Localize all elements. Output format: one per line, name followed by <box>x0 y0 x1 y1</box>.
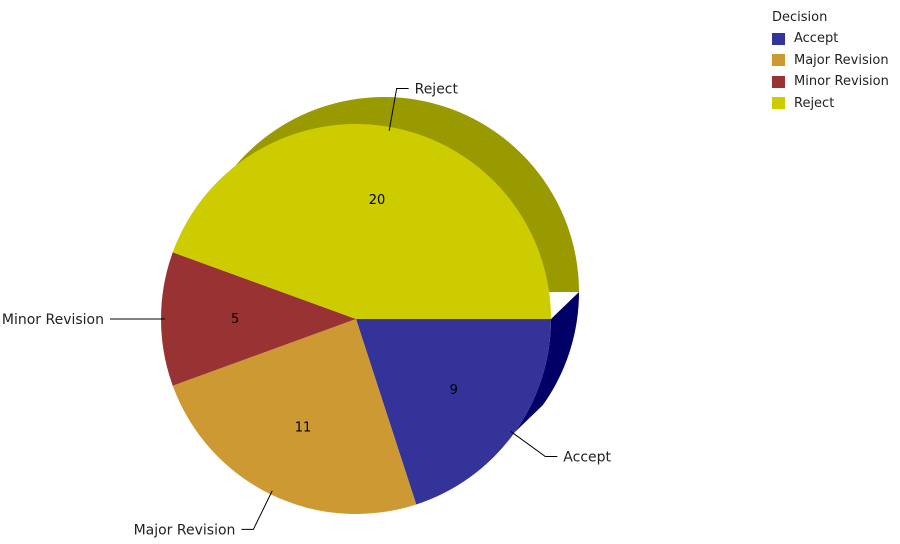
category-label-accept: Accept <box>563 450 611 466</box>
category-label-major-revision: Major Revision <box>134 522 236 538</box>
data-label-minor-revision: 5 <box>231 312 239 327</box>
legend-item-reject[interactable]: Reject <box>772 93 889 115</box>
category-label-minor-revision: Minor Revision <box>2 312 104 328</box>
slice-minor-revision <box>161 252 356 386</box>
category-label-reject: Reject <box>415 82 459 98</box>
legend-swatch-major-revision <box>772 54 785 67</box>
legend: Decision Accept Major Revision Minor Rev… <box>772 8 889 114</box>
leader-line-accept <box>510 430 558 458</box>
data-label-accept: 9 <box>450 383 458 398</box>
legend-title: Decision <box>772 10 828 25</box>
leader-line-reject <box>388 88 409 131</box>
legend-swatch-reject <box>772 97 785 110</box>
legend-label-minor-revision: Minor Revision <box>794 74 889 90</box>
slice-reject <box>172 124 551 319</box>
legend-label-major-revision: Major Revision <box>794 52 889 68</box>
slice-side-accept <box>514 292 579 433</box>
legend-swatch-minor-revision <box>772 75 785 88</box>
data-label-reject: 20 <box>369 193 386 208</box>
legend-swatch-accept <box>772 32 785 45</box>
legend-item-accept[interactable]: Accept <box>772 28 889 50</box>
slice-accept <box>356 319 551 505</box>
data-label-major-revision: 11 <box>295 421 312 436</box>
leader-line-major-revision <box>241 490 273 530</box>
slice-major-revision <box>172 319 417 515</box>
legend-item-major-revision[interactable]: Major Revision <box>772 50 889 72</box>
legend-label-accept: Accept <box>794 31 839 47</box>
legend-item-minor-revision[interactable]: Minor Revision <box>772 71 889 93</box>
legend-label-reject: Reject <box>794 95 835 111</box>
